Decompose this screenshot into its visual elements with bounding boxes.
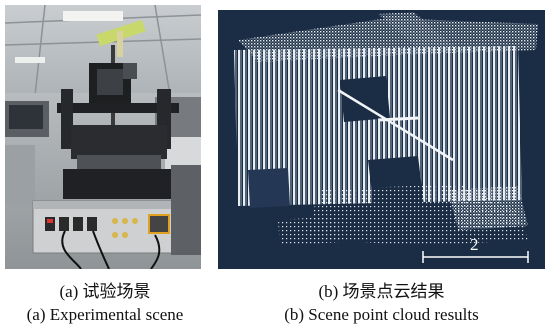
caption-a-chinese: (a) 试验场景 [59,282,151,301]
scale-bar [422,251,529,263]
caption-b-chinese: (b) 场景点云结果 [318,282,445,301]
scene-point-cloud-image [218,10,545,269]
experimental-scene-illustration [5,5,201,269]
scale-bar-label: 2 [470,235,479,254]
experimental-scene-photo [5,5,201,269]
point-cloud-illustration [218,10,545,269]
caption-a-english: (a) Experimental scene [26,305,184,324]
caption-b-english: (b) Scene point cloud results [284,305,479,324]
